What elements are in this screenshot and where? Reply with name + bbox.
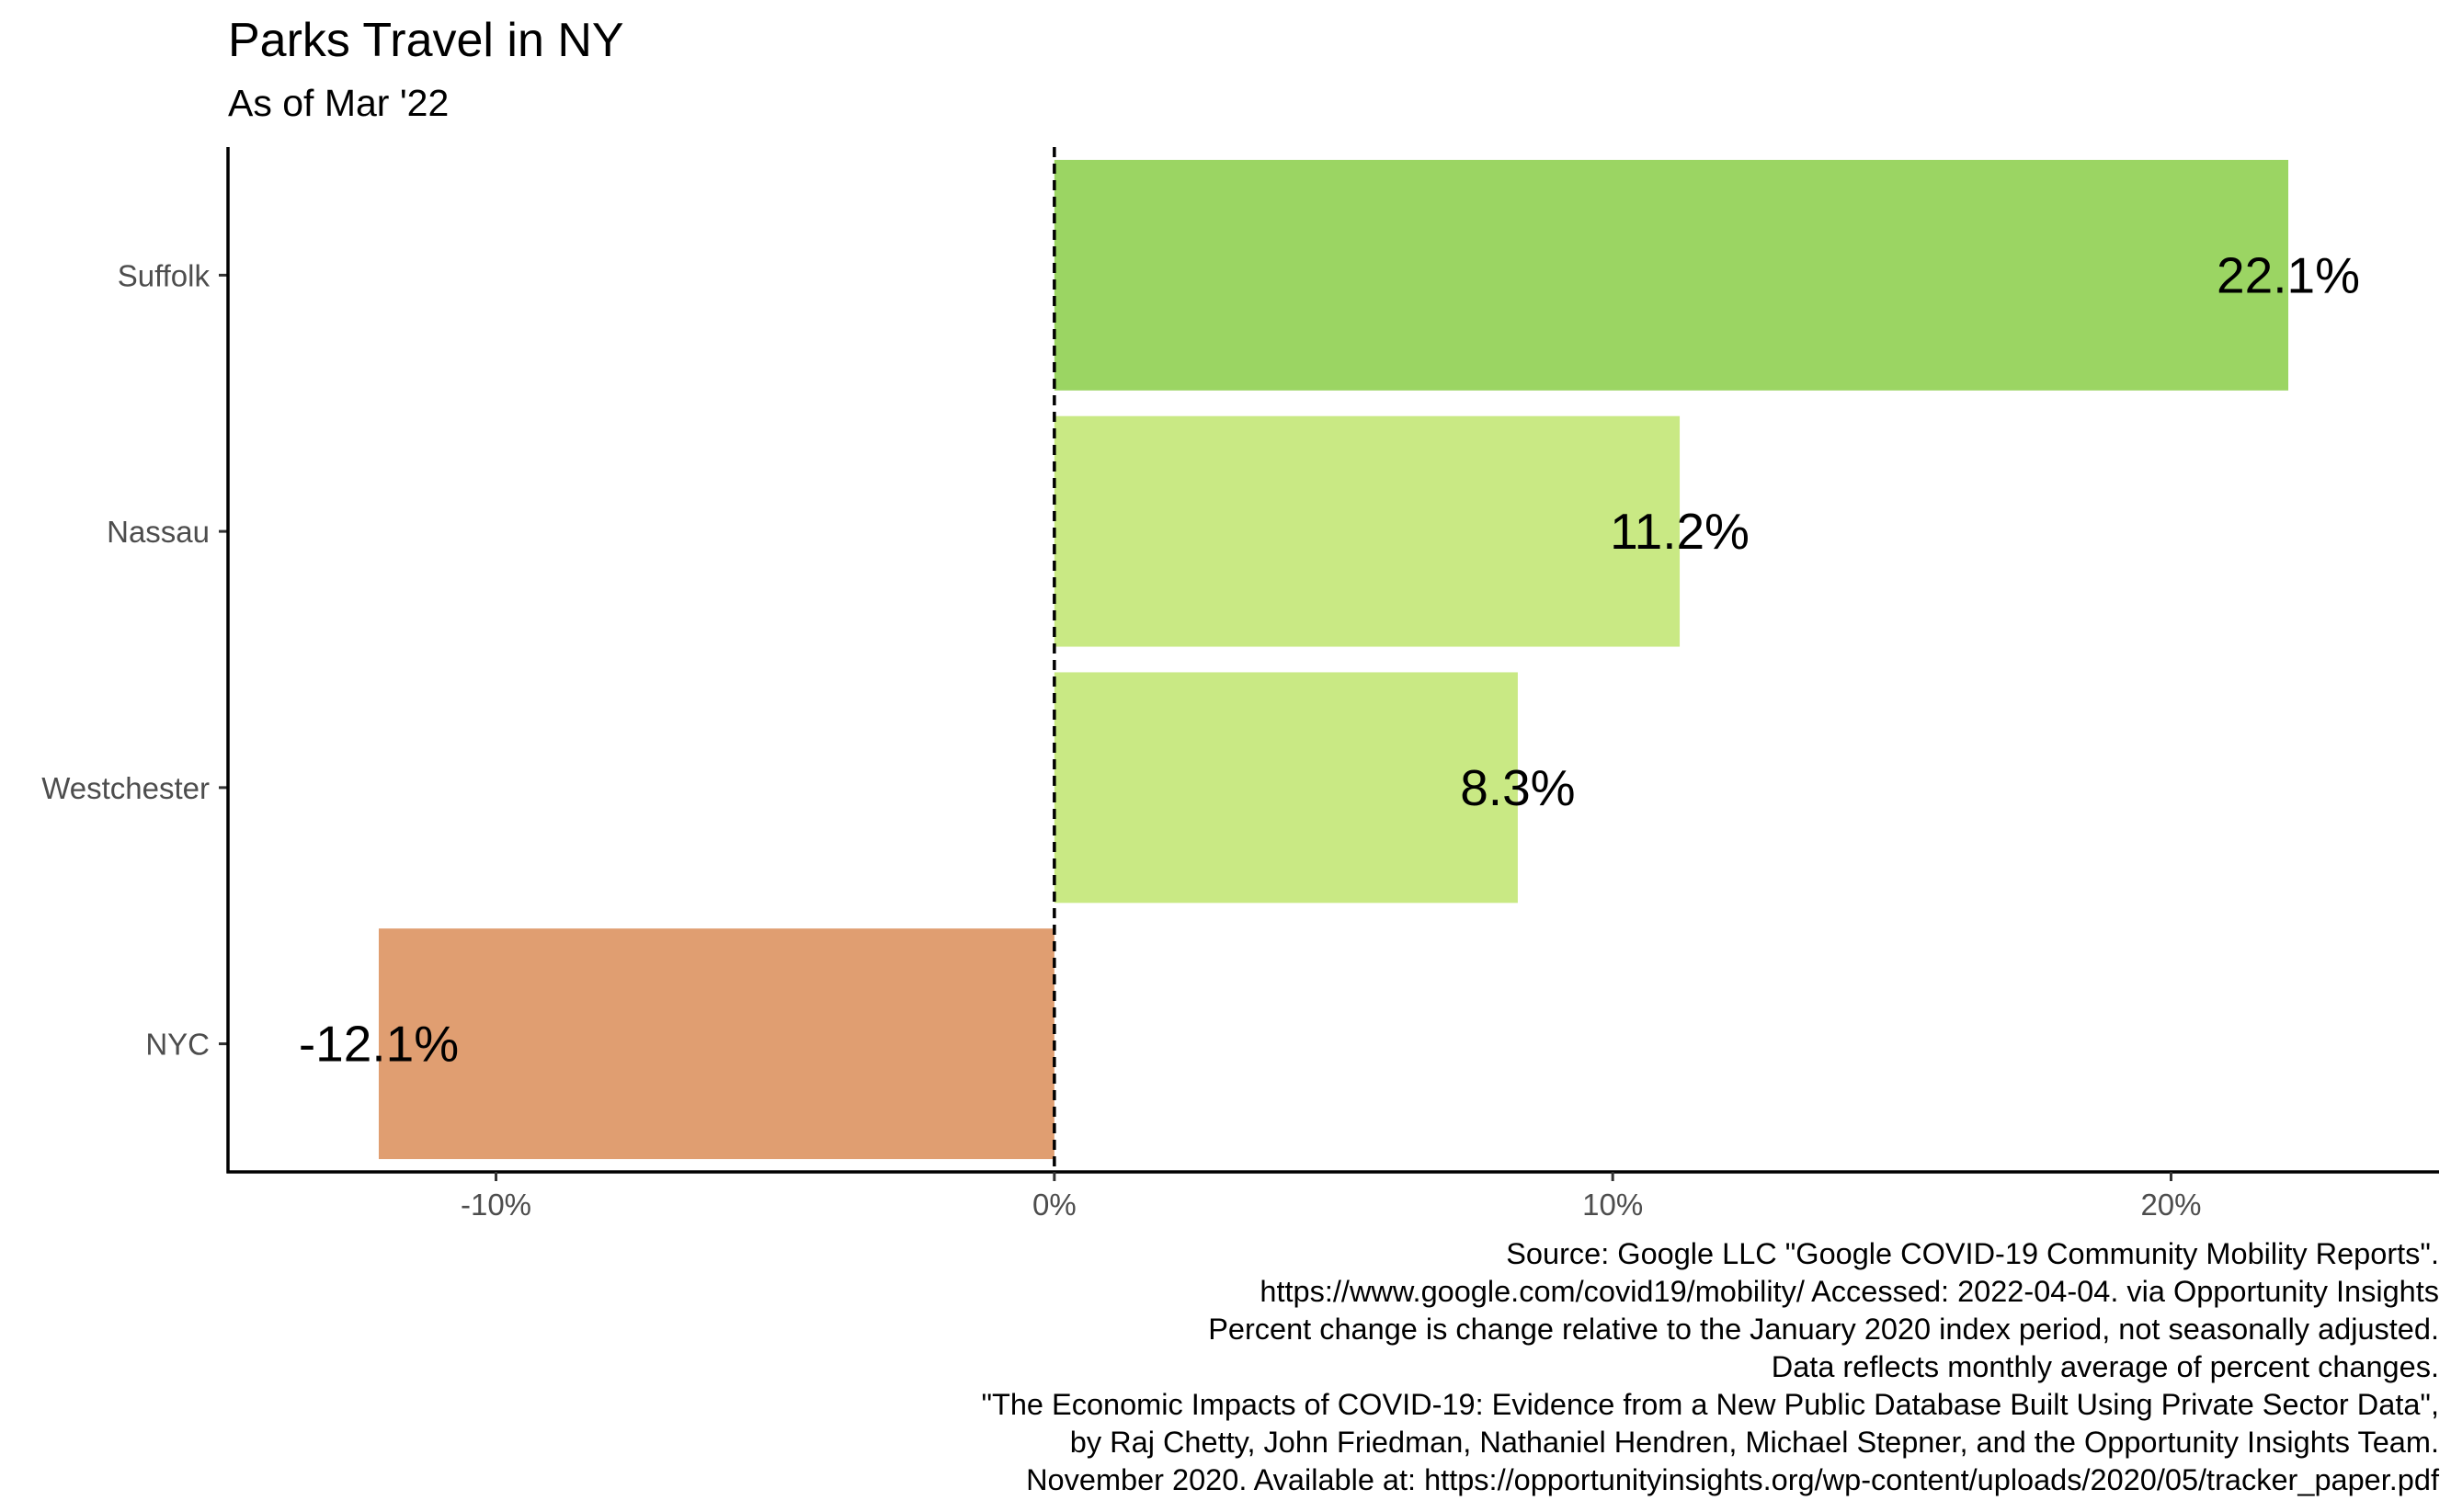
chart-title: Parks Travel in NY bbox=[228, 14, 624, 67]
bar bbox=[1054, 672, 1518, 904]
x-tick-label: 10% bbox=[1582, 1188, 1643, 1222]
caption-line: Data reflects monthly average of percent… bbox=[1771, 1350, 2439, 1383]
bar bbox=[1054, 415, 1681, 647]
x-tick-label: -10% bbox=[461, 1188, 531, 1222]
data-label: 8.3% bbox=[1460, 759, 1575, 816]
caption-line: https://www.google.com/covid19/mobility/… bbox=[1260, 1275, 2439, 1308]
source-caption: Source: Google LLC "Google COVID-19 Comm… bbox=[981, 1235, 2439, 1499]
caption-line: Source: Google LLC "Google COVID-19 Comm… bbox=[1506, 1237, 2439, 1270]
caption-line: Percent change is change relative to the… bbox=[1208, 1313, 2439, 1346]
caption-line: by Raj Chetty, John Friedman, Nathaniel … bbox=[1069, 1426, 2439, 1459]
bar bbox=[378, 928, 1054, 1160]
data-label: 22.1% bbox=[2217, 246, 2360, 303]
caption-line: November 2020. Available at: https://opp… bbox=[1026, 1463, 2439, 1496]
x-tick-label: 20% bbox=[2140, 1188, 2201, 1222]
y-tick-label: Westchester bbox=[41, 771, 210, 805]
caption-line: "The Economic Impacts of COVID-19: Evide… bbox=[981, 1388, 2439, 1421]
data-label: -12.1% bbox=[299, 1016, 459, 1073]
y-tick-label: Nassau bbox=[107, 515, 210, 549]
bar bbox=[1054, 159, 2289, 391]
y-tick-label: NYC bbox=[145, 1028, 210, 1062]
x-tick-label: 0% bbox=[1032, 1188, 1077, 1222]
data-label: 11.2% bbox=[1610, 503, 1750, 560]
chart-subtitle: As of Mar '22 bbox=[228, 82, 450, 124]
y-tick-label: Suffolk bbox=[118, 258, 211, 292]
